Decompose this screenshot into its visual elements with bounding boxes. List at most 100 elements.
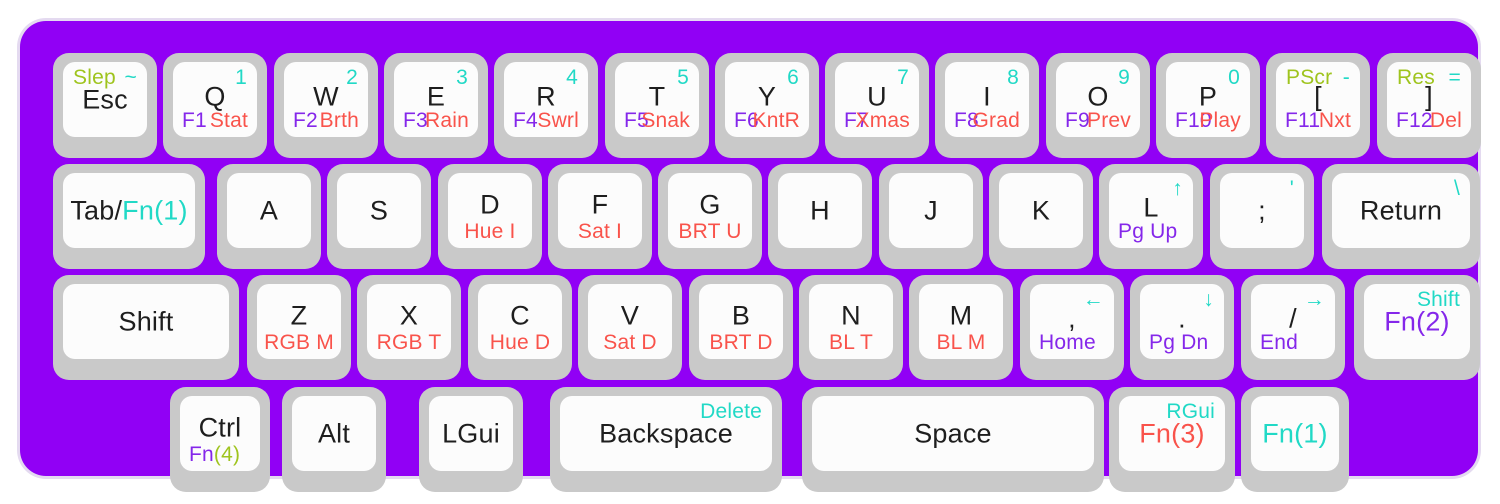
- key-b-legend-bc: BRT D: [699, 332, 783, 353]
- key-e-legend-bl: F3: [403, 110, 428, 131]
- key-period[interactable]: ↓. Pg Dn: [1130, 275, 1234, 380]
- key-w-legend-bl: F2: [293, 110, 318, 131]
- key-g[interactable]: G BRT U: [658, 164, 762, 269]
- key-j-legend-c: J: [889, 197, 973, 224]
- key-t-legend-bl-text: F5: [624, 109, 649, 132]
- key-h[interactable]: H: [768, 164, 872, 269]
- key-l[interactable]: ↑ L Pg Up: [1099, 164, 1203, 269]
- key-z-face: Z RGB M: [257, 284, 341, 359]
- key-y-legend-bl-text: F6: [734, 109, 759, 132]
- key-a-legend-c-text: A: [259, 195, 279, 225]
- key-i-legend-br-text: Grad: [972, 109, 1020, 132]
- key-p-legend-bl-text: F10: [1175, 109, 1212, 132]
- key-rbracket[interactable]: Res =] F12 Del: [1377, 53, 1481, 158]
- key-comma-legend-bl: Home: [1039, 332, 1096, 353]
- key-p[interactable]: 0 P F10 Play: [1156, 53, 1260, 158]
- key-period-legend-bl-text: Pg Dn: [1149, 331, 1209, 354]
- key-z[interactable]: Z RGB M: [247, 275, 351, 380]
- key-p-legend-c: P: [1166, 83, 1250, 110]
- key-semicolon-legend-tr-text: ': [1289, 177, 1294, 200]
- key-ctrl-fn4-face: Ctrl Fn(4): [180, 396, 260, 471]
- key-w[interactable]: 2 W F2 Brth: [274, 53, 378, 158]
- key-lbracket-legend-tl: PScr: [1286, 67, 1332, 88]
- key-lbracket[interactable]: PScr -[F11 Nxt: [1266, 53, 1370, 158]
- key-fn3-rgui-legend-tr: RGui: [1166, 401, 1215, 422]
- key-p-legend-tr-text: 0: [1228, 66, 1240, 89]
- key-c[interactable]: C Hue D: [468, 275, 572, 380]
- key-x-face: X RGB T: [367, 284, 451, 359]
- key-esc[interactable]: Slep ~ Esc: [53, 53, 157, 158]
- key-n[interactable]: N BL T: [799, 275, 903, 380]
- key-return-legend-c: Return: [1332, 197, 1470, 224]
- key-t-legend-tr-text: 5: [677, 66, 689, 89]
- key-m[interactable]: M BL M: [909, 275, 1013, 380]
- key-d[interactable]: D Hue I: [438, 164, 542, 269]
- key-fn3-rgui[interactable]: RGui Fn(3): [1109, 387, 1235, 492]
- key-t-face: 5 T F5 Snak: [615, 62, 699, 137]
- key-w-legend-c: W: [284, 83, 368, 110]
- key-lgui[interactable]: LGui: [419, 387, 523, 492]
- key-w-legend-bl-text: F2: [293, 109, 318, 132]
- key-esc-face: Slep ~ Esc: [63, 62, 147, 137]
- key-comma-legend-tr: ←: [1083, 289, 1104, 310]
- key-e[interactable]: 3 E F3 Rain: [384, 53, 488, 158]
- key-i[interactable]: 8 I F8 Grad: [935, 53, 1039, 158]
- key-q-legend-br: Stat: [210, 110, 248, 131]
- key-x[interactable]: X RGB T: [357, 275, 461, 380]
- key-fn3-rgui-legend-tr-text: RGui: [1166, 400, 1215, 423]
- key-w-legend-br-text: Brth: [319, 109, 359, 132]
- key-shift-left-legend-c-text: Shift: [118, 306, 174, 336]
- key-z-legend-c: Z: [257, 302, 341, 329]
- key-u-legend-tr-text: 7: [897, 66, 909, 89]
- key-t[interactable]: 5 T F5 Snak: [605, 53, 709, 158]
- key-q-legend-c: Q: [173, 83, 257, 110]
- key-a-face: A: [227, 173, 311, 248]
- key-comma-legend-tr-text: ←: [1082, 288, 1104, 311]
- key-return[interactable]: \ Return: [1322, 164, 1480, 269]
- key-y-legend-tr: 6: [787, 67, 799, 88]
- key-comma[interactable]: ←, Home: [1020, 275, 1124, 380]
- key-y-legend-br-text: KntR: [752, 109, 800, 132]
- key-k-legend-c: K: [999, 197, 1083, 224]
- key-u[interactable]: 7 U F7 Xmas: [825, 53, 929, 158]
- key-shift-left[interactable]: Shift: [53, 275, 239, 380]
- key-shift-fn2[interactable]: Shift Fn(2): [1354, 275, 1480, 380]
- key-lbracket-legend-tr-text: -: [1342, 66, 1350, 89]
- key-a[interactable]: A: [217, 164, 321, 269]
- key-m-legend-c: M: [919, 302, 1003, 329]
- key-fn1[interactable]: Fn(1): [1241, 387, 1349, 492]
- key-u-legend-bl-text: F7: [844, 109, 869, 132]
- key-u-legend-tr: 7: [897, 67, 909, 88]
- key-q-face: 1 Q F1 Stat: [173, 62, 257, 137]
- key-return-face: \ Return: [1332, 173, 1470, 248]
- key-y-legend-c-text: Y: [757, 81, 777, 111]
- key-f[interactable]: F Sat I: [548, 164, 652, 269]
- key-lbracket-legend-c-text: [: [1314, 81, 1322, 111]
- key-backspace[interactable]: Delete Backspace: [550, 387, 782, 492]
- key-l-face: ↑ L Pg Up: [1109, 173, 1193, 248]
- key-o-legend-br-text: Prev: [1087, 109, 1131, 132]
- key-q-legend-c-text: Q: [204, 81, 226, 111]
- key-rbracket-legend-br-text: Del: [1429, 109, 1462, 132]
- key-r[interactable]: 4 R F4 Swrl: [494, 53, 598, 158]
- key-y[interactable]: 6 Y F6 KntR: [715, 53, 819, 158]
- key-b[interactable]: B BRT D: [689, 275, 793, 380]
- key-q[interactable]: 1 Q F1 Stat: [163, 53, 267, 158]
- key-j[interactable]: J: [879, 164, 983, 269]
- key-shift-left-legend-c: Shift: [63, 308, 229, 335]
- key-slash-legend-bl-text: End: [1260, 331, 1298, 354]
- key-alt-legend-c: Alt: [292, 420, 376, 447]
- key-alt[interactable]: Alt: [282, 387, 386, 492]
- key-o-legend-tr: 9: [1118, 67, 1130, 88]
- key-e-legend-c-text: E: [426, 81, 446, 111]
- key-v[interactable]: V Sat D: [578, 275, 682, 380]
- key-s[interactable]: S: [327, 164, 431, 269]
- key-slash[interactable]: → / End: [1241, 275, 1345, 380]
- key-space[interactable]: Space: [802, 387, 1104, 492]
- key-esc-legend-tl-text: Slep: [73, 66, 116, 89]
- key-o[interactable]: 9 O F9 Prev: [1046, 53, 1150, 158]
- key-k[interactable]: K: [989, 164, 1093, 269]
- key-ctrl-fn4[interactable]: Ctrl Fn(4): [170, 387, 270, 492]
- key-semicolon[interactable]: ';: [1210, 164, 1314, 269]
- key-tab-fn1[interactable]: Tab/Fn(1): [53, 164, 205, 269]
